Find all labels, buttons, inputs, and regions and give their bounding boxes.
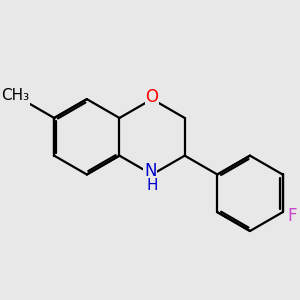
Text: O: O [146, 88, 159, 106]
Text: F: F [287, 207, 297, 225]
Text: CH₃: CH₃ [1, 88, 29, 103]
Text: H: H [146, 178, 158, 193]
Text: N: N [144, 162, 157, 180]
